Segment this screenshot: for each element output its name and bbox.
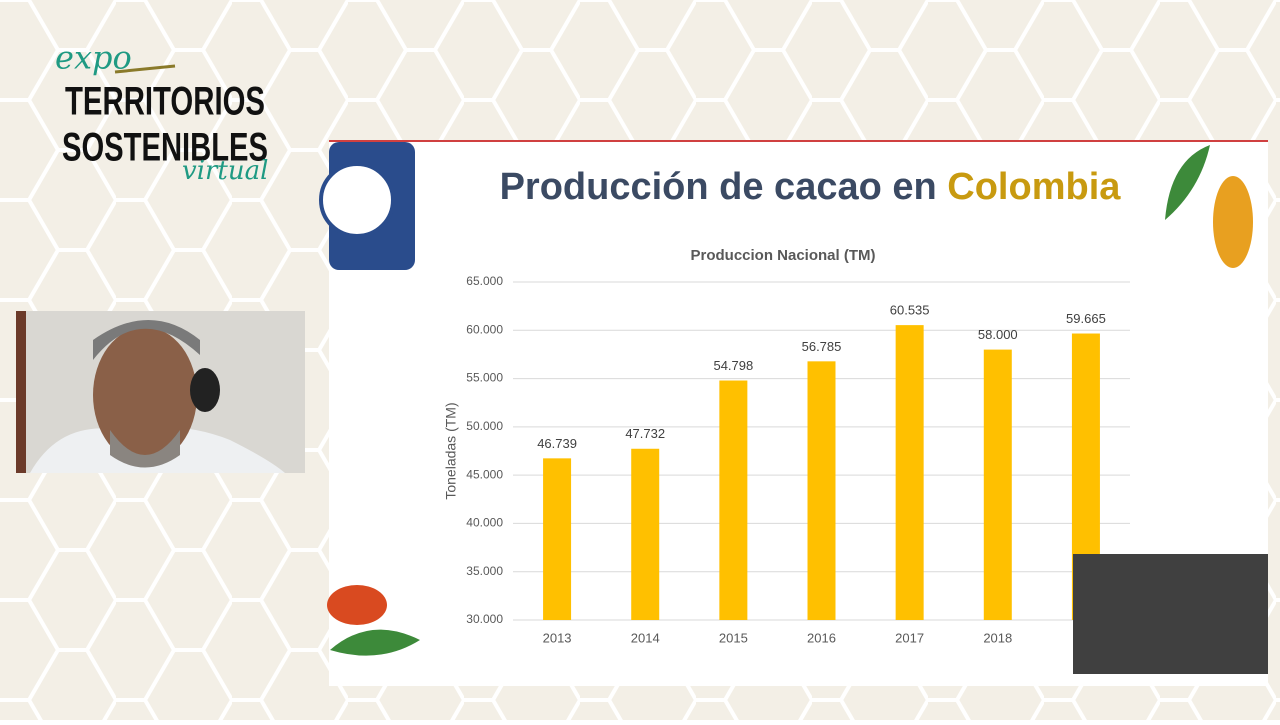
cacao-pod: [327, 585, 387, 625]
x-tick-label: 2018: [983, 630, 1012, 645]
value-label: 56.785: [802, 339, 842, 354]
y-tick-label: 50.000: [466, 419, 503, 433]
y-tick-label: 45.000: [466, 467, 503, 481]
x-tick-label: 2015: [719, 630, 748, 645]
value-label: 60.535: [890, 303, 930, 318]
video-overlay: [1073, 554, 1268, 674]
y-tick-label: 30.000: [466, 612, 503, 626]
value-label: 58.000: [978, 327, 1018, 342]
x-tick-label: 2017: [895, 630, 924, 645]
webcam-edge: [16, 311, 26, 473]
x-tick-label: 2014: [631, 630, 660, 645]
logo-seal: [319, 162, 395, 238]
cacao-pod: [1213, 176, 1253, 268]
event-logo: expo TERRITORIOS SOSTENIBLES virtual: [55, 39, 268, 187]
x-tick-label: 2016: [807, 630, 836, 645]
x-tick-label: 2013: [543, 630, 572, 645]
logo-line2: SOSTENIBLES: [62, 126, 268, 170]
bar: [807, 361, 836, 620]
slide-title-highlight: Colombia: [947, 166, 1121, 208]
bar: [631, 448, 660, 620]
value-label: 47.732: [625, 426, 665, 441]
leaf: [1165, 145, 1210, 220]
slide: Producción de cacao en Colombia Producci…: [319, 140, 1268, 686]
chart-title: Produccion Nacional (TM): [690, 247, 875, 264]
value-label: 59.665: [1066, 311, 1106, 326]
bar: [895, 325, 924, 620]
slide-title-prefix: Producción de cacao en: [500, 166, 937, 208]
value-label: 46.739: [537, 436, 577, 451]
hair: [93, 320, 200, 360]
beard: [110, 430, 180, 468]
plot: 30.000 35.000 40.000 45.000 50.000 55.000 60.0…: [466, 274, 1130, 645]
cacao-decoration: [327, 145, 1253, 656]
logo-suffix: virtual: [182, 156, 268, 186]
bar: [983, 349, 1012, 620]
leaf: [330, 629, 420, 656]
y-tick-label: 40.000: [466, 516, 503, 530]
bar: [543, 458, 572, 620]
headset: [190, 368, 220, 412]
logo-line1: TERRITORIOS: [65, 80, 265, 124]
logo-stroke: [114, 64, 176, 74]
bar: [719, 380, 748, 620]
y-tick-label: 60.000: [466, 322, 503, 336]
y-tick-label: 65.000: [466, 274, 503, 288]
y-tick-label: 35.000: [466, 564, 503, 578]
slide-title: Producción de cacao en Colombia: [500, 166, 1122, 208]
y-tick-label: 55.000: [466, 371, 503, 385]
webcam: [16, 311, 305, 473]
value-label: 54.798: [713, 358, 753, 373]
y-axis-label: Toneladas (TM): [443, 402, 459, 499]
head: [93, 327, 197, 463]
